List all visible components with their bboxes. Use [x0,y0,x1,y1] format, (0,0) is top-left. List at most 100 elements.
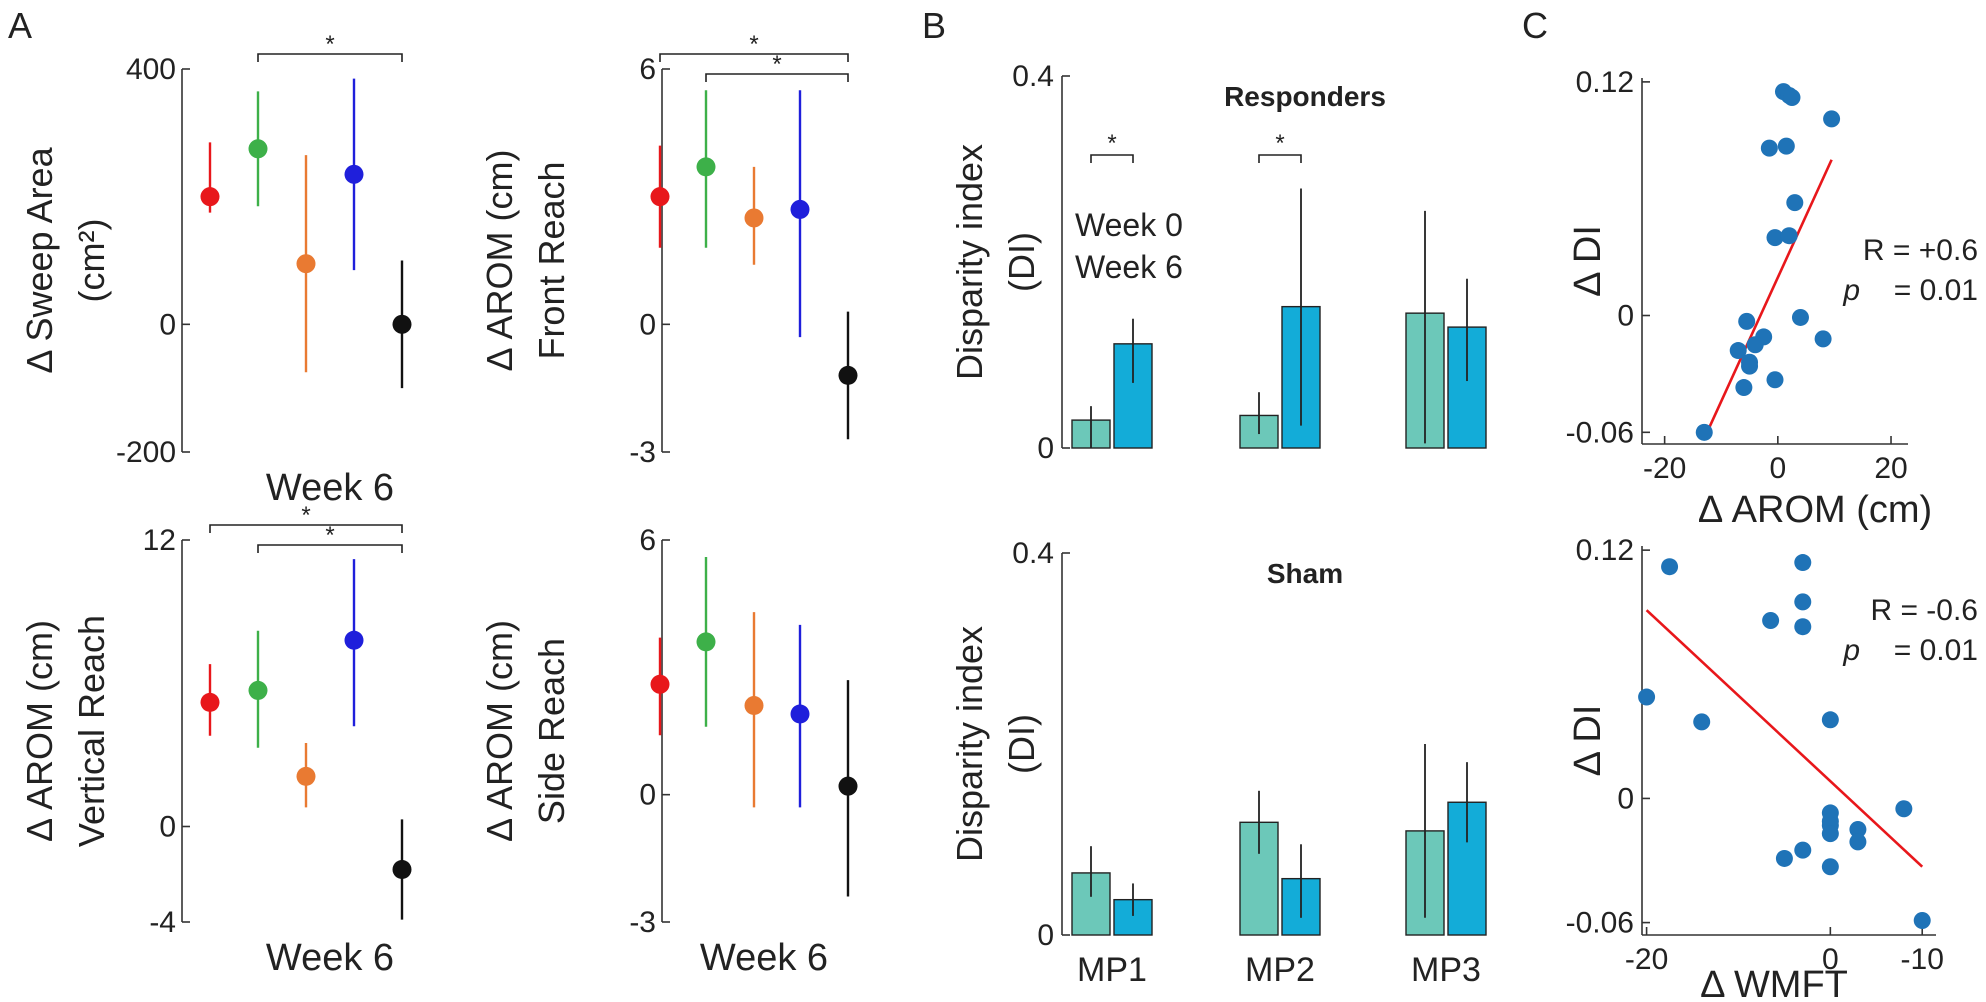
data-point [1661,558,1679,576]
x-tick-label: -20 [1643,452,1686,485]
regression-line [1645,609,1924,868]
data-point [296,254,316,274]
data-point [650,187,670,207]
data-point [248,139,268,159]
y-axis-label: Disparity index [949,626,990,862]
y-tick-label: -4 [149,906,176,939]
x-tick-label: 20 [1874,452,1907,485]
y-axis-label: (cm²) [71,219,112,303]
correlation-p-value: = 0.01 [1894,634,1978,667]
legend-entry: Week 0 [1075,207,1183,243]
significance-star: * [1107,130,1116,157]
data-point [1746,336,1764,354]
significance-bracket [705,73,849,82]
y-tick-label: 0 [1037,432,1054,465]
significance-bracket [659,53,849,62]
y-tick-label: 0.4 [1012,537,1054,570]
data-point [696,632,716,652]
data-point [1821,825,1839,843]
chart-front-reach: 6 0 -3 Δ AROM (cm) Front Reach * * [479,31,858,469]
data-point [744,208,764,228]
chart-sweep-area: 400 0 -200 Δ Sweep Area (cm²) Week 6 * [19,31,412,509]
data-point [200,692,220,712]
significance-star: * [301,502,310,529]
x-axis-label: Δ WMFT [1700,964,1848,1002]
data-point [790,199,810,219]
data-point [1638,688,1656,706]
correlation-p-value: = 0.01 [1894,274,1978,307]
x-tick-label: 0 [1822,943,1839,976]
y-axis-label: Δ AROM (cm) [479,149,520,371]
data-point [1786,194,1804,212]
y-axis-label: Δ DI [1567,225,1609,297]
y-tick-label: 0 [159,308,176,341]
y-tick-label: 12 [143,524,176,557]
significance-bracket [209,524,403,533]
y-tick-label: -0.06 [1566,416,1634,449]
chart-title: Responders [1224,81,1386,112]
y-axis-label: Δ AROM (cm) [479,620,520,842]
chart-di-vs-wmft: 0.12 0 -0.06-20 0 -10 Δ DI Δ WMFT R = -0.6 p = 0.… [1566,534,1978,1002]
significance-star: * [772,51,781,78]
correlation-p-symbol: p [1842,634,1860,667]
data-point [392,314,412,334]
data-point [1821,858,1839,876]
data-point [1794,554,1812,572]
data-point [1783,88,1801,106]
x-tick-label: -10 [1901,943,1944,976]
data-point [1791,308,1809,326]
data-point [1895,800,1913,818]
chart-side-reach: 6 0 -3 Δ AROM (cm) Side Reach Week 6 [479,524,858,979]
data-point [1823,110,1841,128]
significance-bracket [257,53,403,62]
data-point [744,696,764,716]
y-axis-label: Δ DI [1567,705,1609,777]
y-tick-label: 0.12 [1576,534,1634,567]
correlation-r: R = +0.6 [1863,234,1978,267]
x-axis-label: Δ AROM (cm) [1698,489,1932,531]
regression-line [1705,159,1833,433]
data-point [1729,342,1747,360]
significance-star: * [749,31,758,58]
chart-responders-di: 0.4 0 Disparity index (DI) Responders Week 0 W… [949,60,1487,465]
y-axis-label: Δ Sweep Area [19,146,60,373]
y-tick-label: 0 [1617,300,1634,333]
data-point [790,704,810,724]
significance-bracket [1090,154,1134,163]
data-point [1777,137,1795,155]
y-tick-label: 0 [159,811,176,844]
data-point [838,776,858,796]
y-tick-label: -3 [629,906,656,939]
data-point [248,680,268,700]
chart-di-vs-arom: 0.12 0 -0.06 -20 0 20 Δ DI Δ AROM (cm) R = +0.6p… [1566,66,1978,531]
y-tick-label: 0 [1037,919,1054,952]
data-point [1762,611,1780,629]
y-axis-label: Disparity index [949,144,990,380]
y-axis-label: Δ AROM (cm) [19,620,60,842]
data-point [392,859,412,879]
significance-star: * [325,31,334,58]
data-point [1695,423,1713,441]
chart-sham-di: 0.4 0 Disparity index (DI) Sham MP1 MP2 MP3 [949,537,1487,989]
y-tick-label: 0 [639,308,656,341]
data-point [696,157,716,177]
data-point [1794,618,1812,636]
data-point [1821,711,1839,729]
significance-star: * [1275,130,1284,157]
data-point [1814,330,1832,348]
x-axis-label: Week 6 [266,937,394,979]
data-point [344,630,364,650]
y-tick-label: 0 [1617,782,1634,815]
significance-bracket [257,544,403,553]
y-tick-label: -200 [116,436,176,469]
panel-label-b: B [922,5,946,46]
correlation-p-symbol: p [1842,274,1860,307]
y-axis-label: (DI) [1001,714,1042,774]
x-axis-label: Week 6 [266,467,394,509]
data-point [1735,379,1753,397]
y-axis-label: Front Reach [531,161,572,359]
panel-label-a: A [8,5,32,46]
y-axis-label: Side Reach [531,638,572,824]
x-tick-label: MP3 [1411,951,1481,989]
